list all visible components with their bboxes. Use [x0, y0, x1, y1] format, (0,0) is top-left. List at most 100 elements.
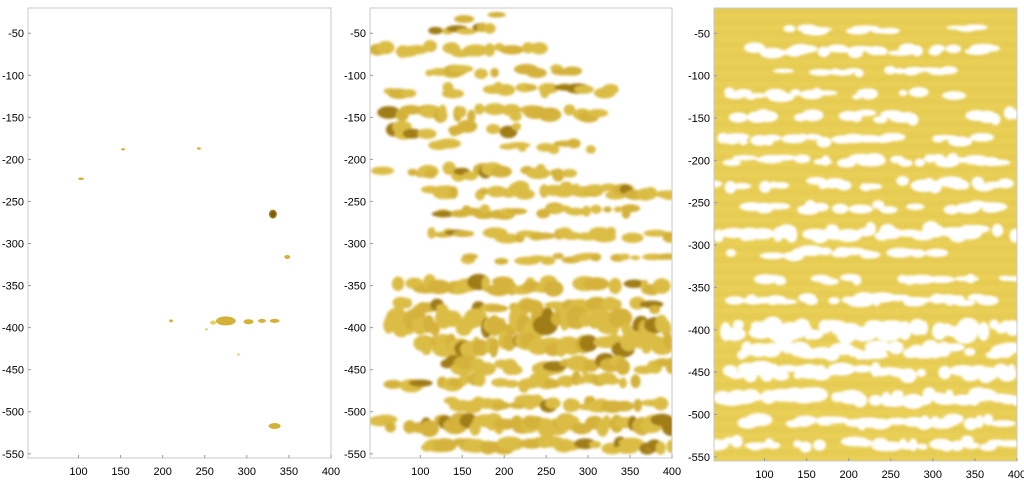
heat-streak — [714, 381, 1017, 388]
heat-hole — [797, 133, 808, 140]
heat-blob — [487, 11, 506, 18]
heat-hole — [852, 275, 862, 286]
heat-hole — [797, 45, 818, 53]
heat-hole — [817, 247, 833, 256]
heat-blob — [423, 40, 438, 53]
heat-hole — [895, 68, 905, 75]
heat-hole — [732, 319, 744, 330]
x-tick-label: 150 — [111, 466, 129, 478]
y-tick-label: -150 — [344, 112, 366, 124]
y-tick-label: -200 — [688, 155, 710, 167]
heat-hole — [804, 133, 822, 141]
heat-blob — [441, 88, 465, 99]
heat-hole — [948, 136, 973, 147]
heat-blob — [540, 256, 556, 266]
x-tick-label: 400 — [1008, 469, 1024, 481]
heat-blob — [563, 104, 576, 116]
heat-hole — [812, 202, 829, 212]
heat-blob — [486, 283, 512, 297]
heat-blob — [442, 310, 462, 327]
heat-hole — [773, 371, 790, 381]
heat-hole — [804, 296, 819, 306]
heat-blob — [417, 128, 437, 140]
heat-hole — [855, 439, 874, 448]
heat-streak — [714, 234, 1017, 241]
heat-hole — [734, 88, 753, 96]
heat-hole — [872, 200, 885, 210]
y-tick-label: -100 — [688, 71, 710, 83]
heat-hole — [917, 443, 928, 450]
heat-hole — [979, 367, 1000, 381]
heat-hole — [810, 229, 829, 244]
plot-frame — [713, 7, 1018, 462]
heat-blob — [435, 138, 462, 149]
heat-hole — [794, 154, 811, 164]
heat-blob — [608, 277, 622, 294]
heat-hole — [861, 183, 883, 190]
heat-blob — [492, 276, 514, 287]
heat-blob — [492, 401, 511, 410]
heat-blob — [525, 84, 538, 91]
heat-blob — [498, 437, 525, 451]
heat-hole — [880, 441, 903, 452]
heat-blob — [438, 104, 447, 121]
heat-blob — [391, 276, 405, 292]
heat-streak — [714, 370, 1017, 377]
plot-frame — [27, 7, 332, 459]
heat-blob — [490, 67, 499, 78]
heat-blob — [449, 186, 459, 199]
heat-hole — [916, 368, 927, 377]
heat-hole — [801, 109, 824, 122]
heat-blob — [425, 169, 437, 179]
y-tick-label: -400 — [2, 323, 24, 335]
heat-hole — [898, 321, 912, 341]
heat-blob — [630, 255, 641, 261]
heat-blob — [630, 374, 641, 389]
heat-hole — [950, 440, 964, 452]
y-tick-label: -400 — [344, 323, 366, 335]
heat-blob — [561, 168, 578, 178]
heat-spot — [204, 328, 208, 331]
heat-hole — [1006, 109, 1017, 120]
x-tick-label: 300 — [924, 469, 942, 481]
heat-hole — [885, 417, 909, 425]
heat-blob — [432, 438, 457, 453]
y-tick-label: -200 — [344, 154, 366, 166]
y-tick-label: -250 — [688, 198, 710, 210]
x-tick-label: 100 — [411, 466, 429, 478]
heat-hole — [907, 113, 919, 126]
heat-hole — [880, 395, 908, 407]
heat-blob — [618, 377, 627, 389]
heat-hole — [865, 222, 876, 236]
heat-streak — [714, 404, 1017, 411]
heat-hole — [764, 202, 791, 210]
heat-hole — [724, 133, 750, 140]
heat-blob — [499, 45, 525, 55]
x-tick-label: 350 — [621, 466, 639, 478]
heat-blob — [509, 111, 522, 122]
heat-hole — [796, 245, 825, 256]
heat-streak — [714, 245, 1017, 252]
heat-blob — [514, 188, 535, 200]
heat-hole — [725, 296, 745, 305]
heat-hole — [808, 68, 834, 76]
heat-hole — [911, 45, 923, 57]
heat-spot — [243, 319, 254, 325]
heat-hole — [756, 110, 779, 123]
heat-blob — [663, 332, 672, 349]
heat-hole — [764, 49, 790, 56]
heat-hole — [773, 68, 795, 73]
heat-hole — [879, 227, 903, 239]
heat-hole — [759, 252, 786, 260]
heat-hole — [835, 364, 855, 374]
heat-blob — [623, 279, 645, 289]
y-tick-label: -450 — [688, 367, 710, 379]
heat-hole — [783, 25, 796, 33]
heat-blob — [452, 230, 475, 238]
heat-blob — [472, 339, 489, 357]
heat-hole — [785, 227, 798, 243]
heat-hole — [859, 88, 878, 100]
heat-hole — [879, 27, 900, 35]
heat-blob — [408, 379, 433, 387]
